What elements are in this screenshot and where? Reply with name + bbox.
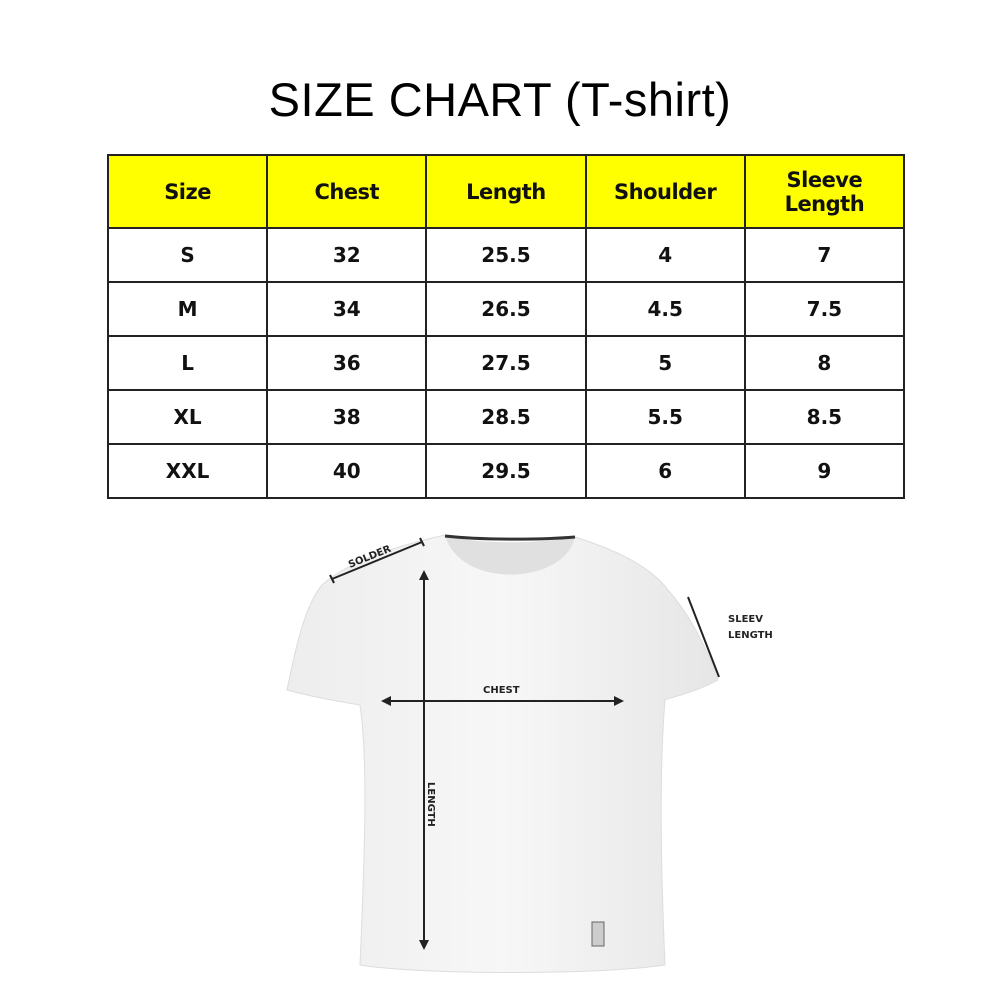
- page-title: SIZE CHART (T-shirt): [268, 73, 732, 126]
- column-header: Shoulder: [584, 154, 746, 229]
- chest-label: CHEST: [483, 685, 520, 696]
- column-header: Chest: [266, 154, 428, 229]
- table-row: S 32 25.5 4 7: [106, 227, 906, 283]
- table-cell: 25.5: [425, 227, 587, 283]
- table-cell: 8.5: [743, 389, 906, 445]
- table-cell: 9: [743, 443, 906, 499]
- table-cell: M: [106, 281, 269, 337]
- table-cell: 4.5: [584, 281, 746, 337]
- table-cell: 7.5: [743, 281, 906, 337]
- table-cell: 29.5: [425, 443, 587, 499]
- table-row: L 36 27.5 5 8: [106, 335, 906, 391]
- brand-tag-icon: [591, 921, 605, 947]
- column-header: Sleeve Length: [743, 154, 906, 229]
- table-cell: XL: [106, 389, 269, 445]
- table-cell: 26.5: [425, 281, 587, 337]
- table-cell: L: [106, 335, 269, 391]
- size-chart-table: Size Chest Length Shoulder Sleeve Length S 32…: [106, 154, 906, 499]
- table-cell: 4: [584, 227, 746, 283]
- table-cell: 5: [584, 335, 746, 391]
- table-cell: 34: [266, 281, 428, 337]
- table-cell: 28.5: [425, 389, 587, 445]
- column-header: Size: [106, 154, 269, 229]
- tshirt-shape: [286, 534, 719, 973]
- table-cell: XXL: [106, 443, 269, 499]
- table-cell: 7: [743, 227, 906, 283]
- table-row: XXL 40 29.5 6 9: [106, 443, 906, 499]
- table-cell: 5.5: [584, 389, 746, 445]
- table-header-row: Size Chest Length Shoulder Sleeve Length: [106, 154, 906, 229]
- table-cell: 32: [266, 227, 428, 283]
- table-cell: S: [106, 227, 269, 283]
- table-cell: 36: [266, 335, 428, 391]
- length-label: LENGTH: [425, 782, 436, 827]
- table-cell: 6: [584, 443, 746, 499]
- table-cell: 40: [266, 443, 428, 499]
- sleeve-label-2: LENGTH: [728, 630, 773, 641]
- table-cell: 38: [266, 389, 428, 445]
- column-header: Length: [425, 154, 587, 229]
- sleeve-label: SLEEV: [728, 614, 763, 625]
- table-row: XL 38 28.5 5.5 8.5: [106, 389, 906, 445]
- table-cell: 27.5: [425, 335, 587, 391]
- table-cell: 8: [743, 335, 906, 391]
- table-row: M 34 26.5 4.5 7.5: [106, 281, 906, 337]
